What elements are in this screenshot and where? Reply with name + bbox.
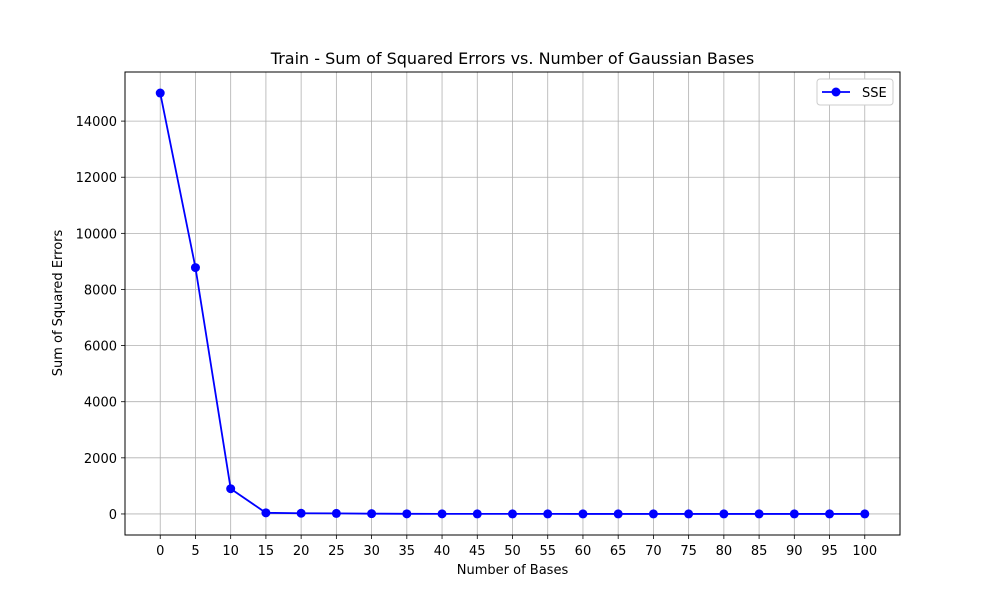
x-axis-label: Number of Bases xyxy=(457,563,569,578)
series-layer xyxy=(155,88,870,519)
data-point-sse xyxy=(190,263,200,273)
data-point-sse xyxy=(367,509,377,519)
x-tick-label: 85 xyxy=(751,544,768,559)
x-tick-label: 30 xyxy=(363,544,380,559)
data-point-sse xyxy=(719,509,729,519)
x-tick-label: 20 xyxy=(293,544,310,559)
legend-label-sse: SSE xyxy=(862,86,887,101)
data-point-sse xyxy=(296,508,306,518)
x-tick-label: 70 xyxy=(645,544,662,559)
y-axis-ticks: 0 2000 4000 6000 8000 10000 12000 14000 xyxy=(76,115,125,523)
data-point-sse xyxy=(402,509,412,519)
data-point-sse xyxy=(331,508,341,518)
x-tick-label: 0 xyxy=(156,544,164,559)
chart-title: Train - Sum of Squared Errors vs. Number… xyxy=(270,49,754,68)
x-tick-label: 80 xyxy=(716,544,733,559)
x-tick-label: 15 xyxy=(258,544,275,559)
y-tick-label: 4000 xyxy=(84,396,117,411)
x-tick-label: 60 xyxy=(575,544,592,559)
legend: SSE xyxy=(816,78,894,106)
data-point-sse xyxy=(472,509,482,519)
x-tick-label: 75 xyxy=(680,544,697,559)
y-tick-label: 6000 xyxy=(84,340,117,355)
legend-box xyxy=(816,78,894,106)
x-tick-label: 5 xyxy=(191,544,199,559)
data-point-sse xyxy=(508,509,517,519)
x-tick-label: 35 xyxy=(399,544,416,559)
data-point-sse xyxy=(226,484,236,494)
data-point-sse xyxy=(789,509,799,519)
legend-marker-sse xyxy=(831,87,841,97)
data-point-sse xyxy=(437,509,447,519)
data-point-sse xyxy=(825,509,835,519)
y-tick-label: 0 xyxy=(109,508,117,523)
x-tick-label: 50 xyxy=(504,544,521,559)
y-tick-label: 10000 xyxy=(76,227,117,242)
x-tick-label: 100 xyxy=(852,544,877,559)
y-axis-label: Sum of Squared Errors xyxy=(51,229,66,376)
x-tick-label: 10 xyxy=(222,544,239,559)
y-tick-label: 14000 xyxy=(76,115,117,130)
x-axis-ticks: 0 5 10 15 20 25 30 35 40 45 50 55 60 65 70 75 80 85 90 95 10… xyxy=(156,535,877,559)
data-point-sse xyxy=(754,509,764,519)
x-tick-label: 40 xyxy=(434,544,451,559)
data-point-sse xyxy=(578,509,588,519)
y-tick-label: 8000 xyxy=(84,283,117,298)
data-point-sse xyxy=(261,508,271,518)
x-tick-label: 45 xyxy=(469,544,486,559)
data-point-sse xyxy=(155,88,165,98)
data-point-sse xyxy=(613,509,623,519)
x-tick-label: 90 xyxy=(786,544,803,559)
data-point-sse xyxy=(860,509,870,519)
x-tick-label: 65 xyxy=(610,544,627,559)
x-tick-label: 25 xyxy=(328,544,345,559)
data-point-sse xyxy=(648,509,658,519)
y-tick-label: 2000 xyxy=(84,452,117,467)
x-tick-label: 55 xyxy=(539,544,556,559)
data-point-sse xyxy=(543,509,553,519)
y-tick-label: 12000 xyxy=(76,171,117,186)
data-point-sse xyxy=(684,509,694,519)
x-tick-label: 95 xyxy=(821,544,838,559)
